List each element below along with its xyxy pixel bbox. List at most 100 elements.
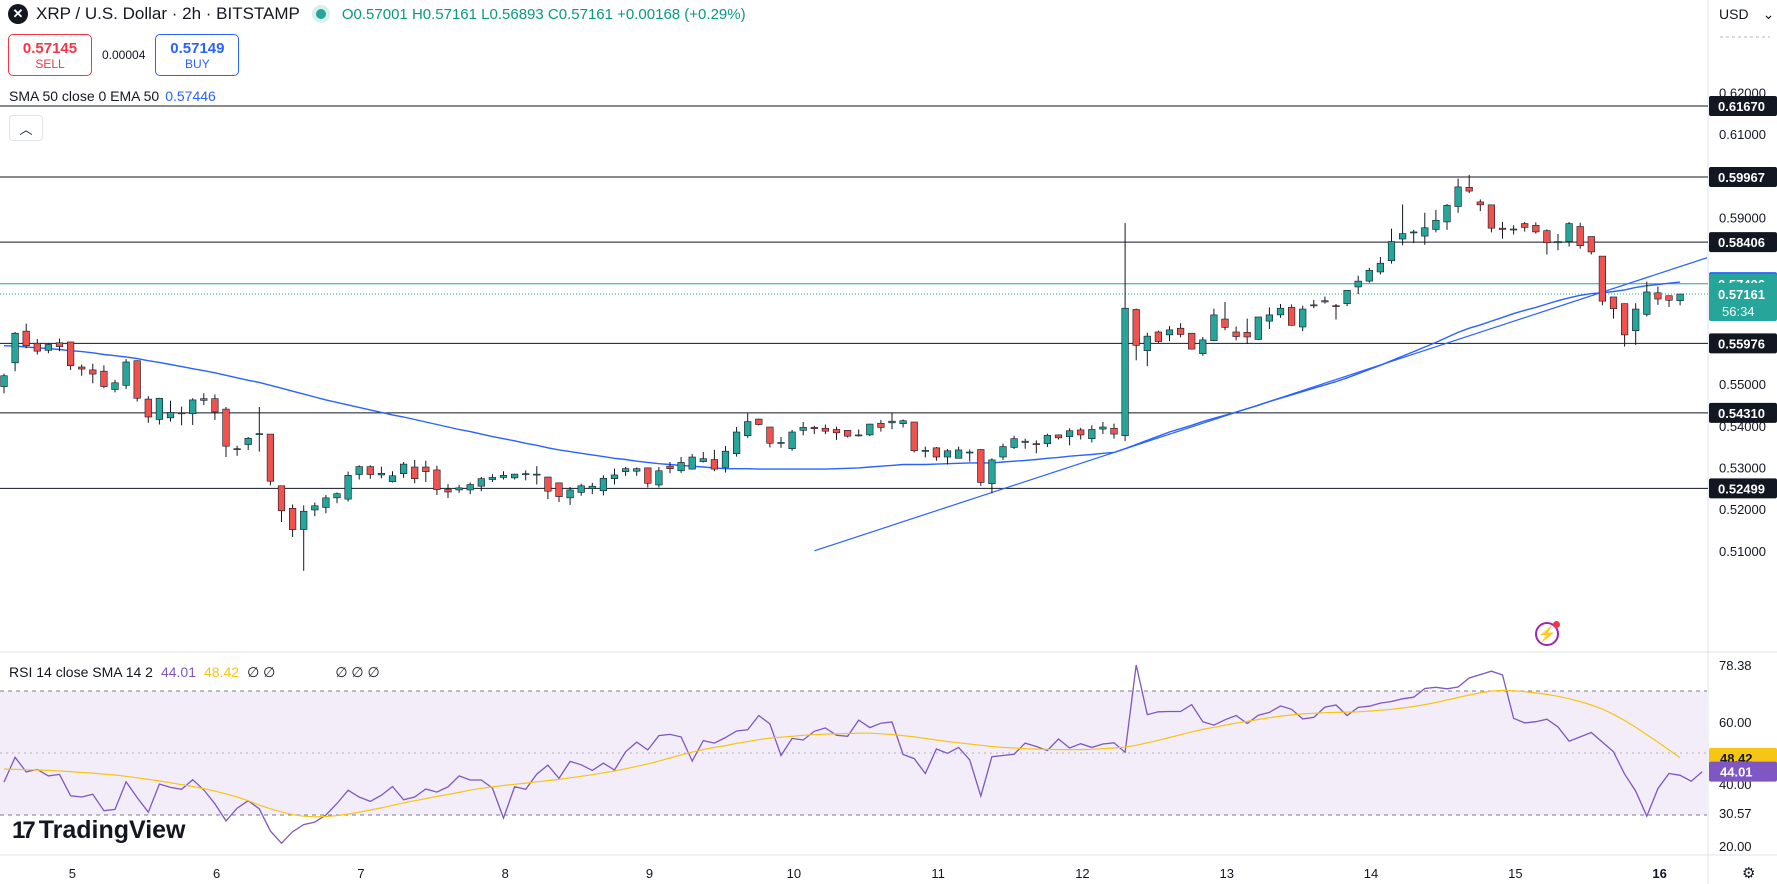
- candle-body: [1188, 332, 1196, 350]
- candle-body: [1354, 280, 1362, 288]
- rsi-indicator-legend[interactable]: RSI 14 close SMA 14 2 44.01 48.42 ∅ ∅ ∅ ∅ ∅: [9, 664, 380, 681]
- candle: [1043, 433, 1051, 448]
- level-price-label: 0.61670: [1718, 99, 1765, 114]
- candle: [1032, 440, 1040, 454]
- candle: [910, 421, 918, 453]
- candle-body: [1154, 331, 1162, 342]
- candle: [78, 364, 86, 376]
- candle: [189, 398, 197, 425]
- candle: [655, 467, 663, 488]
- candle: [621, 467, 630, 476]
- tradingview-logo[interactable]: 17 TradingView: [12, 816, 186, 845]
- candle: [755, 418, 763, 426]
- candle: [178, 406, 186, 426]
- candle: [1099, 422, 1107, 435]
- market-status-icon[interactable]: [315, 9, 326, 19]
- rsi-indicator-value: 44.01: [160, 664, 197, 680]
- candle-body: [11, 332, 19, 364]
- candle-body: [699, 458, 707, 462]
- candle: [377, 466, 386, 479]
- currency-selector[interactable]: USD ⌄: [1719, 6, 1774, 23]
- candle-body: [544, 476, 552, 492]
- candle-body: [1199, 339, 1207, 354]
- candle: [777, 437, 785, 448]
- candle-body: [721, 450, 730, 468]
- candle-body: [1010, 438, 1018, 448]
- candle-body: [1121, 307, 1129, 437]
- candle: [1077, 427, 1085, 440]
- settings-gear-icon[interactable]: ⚙: [1742, 865, 1756, 882]
- ma-indicator-legend[interactable]: SMA 50 close 0 EMA 50 0.57446: [9, 88, 216, 104]
- price-axis-tick: 0.55000: [1719, 377, 1766, 392]
- flash-alert-icon[interactable]: ⚡: [1535, 621, 1560, 646]
- candle-body: [133, 360, 141, 399]
- candle: [1165, 326, 1174, 342]
- candle-body: [388, 475, 397, 482]
- symbol-title[interactable]: XRP / U.S. Dollar · 2h · BITSTAMP: [36, 4, 300, 23]
- candle-body: [810, 427, 818, 429]
- candle-body: [1254, 316, 1262, 340]
- candle: [1576, 222, 1584, 249]
- candle-body: [111, 382, 119, 390]
- candle: [300, 505, 308, 571]
- candle-body: [999, 446, 1007, 458]
- candle-body: [178, 412, 186, 415]
- price-axis-tick: 0.59000: [1719, 210, 1766, 225]
- bar-countdown-label: 56:34: [1722, 304, 1755, 319]
- candle-body: [732, 431, 741, 454]
- candle-body: [344, 475, 352, 500]
- candle-body: [1621, 303, 1629, 336]
- candle-body: [1587, 236, 1595, 253]
- candle: [566, 487, 574, 505]
- candle: [1010, 435, 1018, 450]
- candle-body: [266, 433, 275, 482]
- buy-button[interactable]: 0.57149 BUY: [155, 34, 240, 76]
- candle-body: [1343, 289, 1351, 304]
- candle-body: [55, 342, 64, 347]
- candle: [1299, 305, 1307, 332]
- candle: [55, 338, 64, 352]
- candle-body: [1632, 308, 1640, 332]
- candle: [1387, 228, 1396, 264]
- candle: [1265, 307, 1273, 330]
- candle-body: [44, 344, 52, 351]
- candle-body: [832, 429, 841, 434]
- candle: [1343, 289, 1351, 307]
- candle-body: [1676, 293, 1684, 302]
- candle: [1121, 223, 1129, 442]
- candle: [1643, 281, 1651, 317]
- candle-body: [533, 473, 541, 476]
- candle: [666, 462, 674, 474]
- candle-body: [1465, 187, 1473, 192]
- candle: [277, 485, 286, 523]
- time-axis-tick: 14: [1364, 866, 1378, 881]
- time-axis-tick: 11: [931, 866, 945, 881]
- candle: [399, 462, 408, 478]
- candle-body: [433, 469, 441, 490]
- candle: [1665, 295, 1673, 307]
- current-price-tag: [1709, 282, 1777, 321]
- candle: [89, 363, 97, 384]
- candle: [1321, 296, 1329, 304]
- candle: [966, 449, 974, 462]
- candle: [466, 482, 474, 495]
- candle: [1543, 229, 1551, 255]
- candle-body: [1376, 262, 1384, 273]
- candle-body: [288, 507, 297, 530]
- candle: [1676, 293, 1684, 306]
- sell-button[interactable]: 0.57145 SELL: [8, 34, 92, 76]
- candle: [788, 429, 796, 451]
- candle: [1454, 178, 1462, 213]
- candle-body: [466, 484, 474, 491]
- candle-body: [1365, 269, 1373, 282]
- candle: [455, 484, 463, 493]
- candle: [688, 454, 696, 470]
- candle: [255, 406, 263, 452]
- candle-body: [1177, 327, 1185, 335]
- ohlc-high: H0.57161: [411, 5, 477, 23]
- ohlc-low: L0.56893: [481, 5, 544, 23]
- candle-body: [1099, 426, 1107, 430]
- candle-body: [499, 475, 508, 478]
- collapse-legend-button[interactable]: ︿: [9, 115, 43, 141]
